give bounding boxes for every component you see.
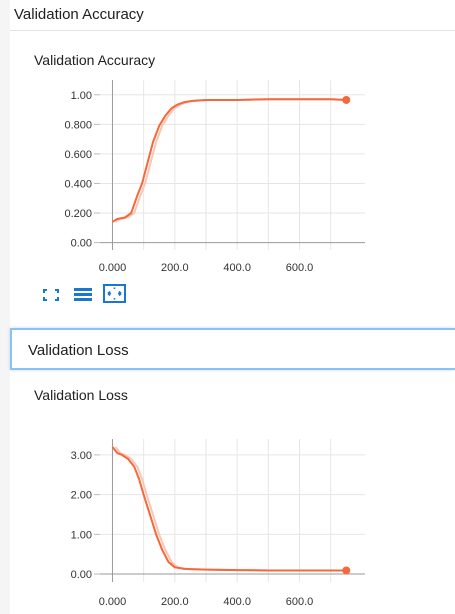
x-tick-label: 600.0 <box>286 262 314 274</box>
section-header-validation-loss[interactable]: Validation Loss <box>10 328 455 370</box>
y-tick-label: 1.00 <box>71 90 92 102</box>
y-tick-label: 1.00 <box>71 529 92 541</box>
y-tick-label: 0.600 <box>64 149 92 161</box>
series-line <box>111 446 347 572</box>
section-title: Validation Loss <box>28 342 129 359</box>
chart-title-loss: Validation Loss <box>34 387 128 403</box>
list-icon[interactable] <box>72 286 94 304</box>
section-header-validation-accuracy[interactable]: Validation Accuracy <box>10 0 455 31</box>
series-raw-line <box>114 446 350 572</box>
left-gutter <box>0 0 10 614</box>
y-tick-label: 0.00 <box>71 238 92 250</box>
y-tick-label: 0.200 <box>64 208 92 220</box>
section-title: Validation Accuracy <box>14 6 144 23</box>
accuracy-chart[interactable]: 0.00 0.200 0.400 0.600 0.800 1.00 0.000 200.0 40… <box>0 80 455 280</box>
fullscreen-icon[interactable] <box>40 286 62 304</box>
x-tick-label: 600.0 <box>286 596 314 608</box>
x-tick-label: 400.0 <box>223 596 251 608</box>
series-line <box>111 98 347 223</box>
x-tick-label: 200.0 <box>161 596 189 608</box>
x-tick-label: 200.0 <box>161 262 189 274</box>
y-tick-label: 2.00 <box>71 490 92 502</box>
y-tick-label: 0.800 <box>64 119 92 131</box>
x-tick-label: 0.000 <box>99 596 127 608</box>
y-tick-label: 3.00 <box>71 450 92 462</box>
x-tick-label: 400.0 <box>223 262 251 274</box>
loss-chart[interactable]: 0.00 1.00 2.00 3.00 0.000 200.0 400.0 600.0 <box>0 414 455 614</box>
fit-domain-icon[interactable] <box>103 284 127 304</box>
last-point-marker <box>342 566 351 575</box>
y-tick-label: 0.00 <box>71 569 92 581</box>
chart-title-accuracy: Validation Accuracy <box>34 52 156 68</box>
last-point-marker <box>342 95 351 104</box>
x-tick-label: 0.000 <box>99 262 127 274</box>
series-raw-line <box>114 98 350 223</box>
y-tick-label: 0.400 <box>64 178 92 190</box>
